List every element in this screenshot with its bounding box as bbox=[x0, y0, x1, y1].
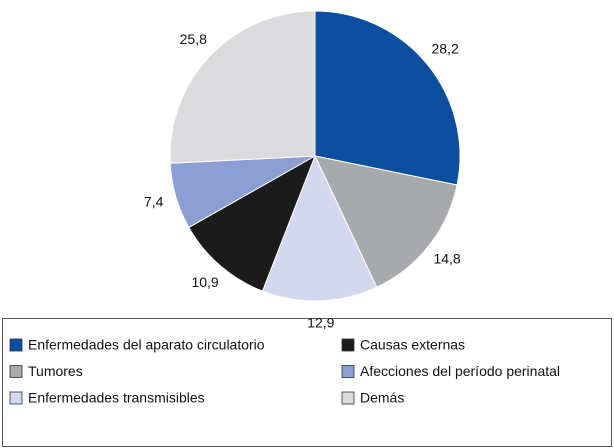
data-label: 7,4 bbox=[144, 194, 164, 210]
data-label: 28,2 bbox=[431, 40, 458, 56]
data-label: 10,9 bbox=[191, 274, 218, 290]
legend-label: Enfermedades del aparato circulatorio bbox=[28, 337, 265, 353]
legend-swatch bbox=[341, 338, 355, 352]
pie-slice bbox=[188, 154, 316, 292]
legend-swatch bbox=[9, 391, 23, 405]
data-label: 14,8 bbox=[433, 251, 460, 267]
legend-swatch bbox=[9, 338, 23, 352]
legend-label: Afecciones del período perinatal bbox=[360, 363, 560, 379]
pie-slice bbox=[314, 10, 461, 186]
pie-slice bbox=[314, 155, 458, 288]
pie-slice bbox=[261, 154, 378, 302]
legend-box bbox=[2, 318, 612, 447]
legend-label: Enfermedades transmisibles bbox=[28, 390, 205, 406]
legend-label: Tumores bbox=[28, 363, 83, 379]
legend-label: Causas externas bbox=[360, 337, 465, 353]
legend-label: Demás bbox=[360, 390, 404, 406]
legend-swatch bbox=[9, 365, 23, 378]
legend-swatch bbox=[341, 391, 355, 405]
data-label: 25,8 bbox=[180, 31, 207, 47]
data-label: 12,9 bbox=[307, 315, 334, 331]
pie-slice bbox=[169, 10, 316, 164]
legend-swatch bbox=[341, 365, 355, 378]
